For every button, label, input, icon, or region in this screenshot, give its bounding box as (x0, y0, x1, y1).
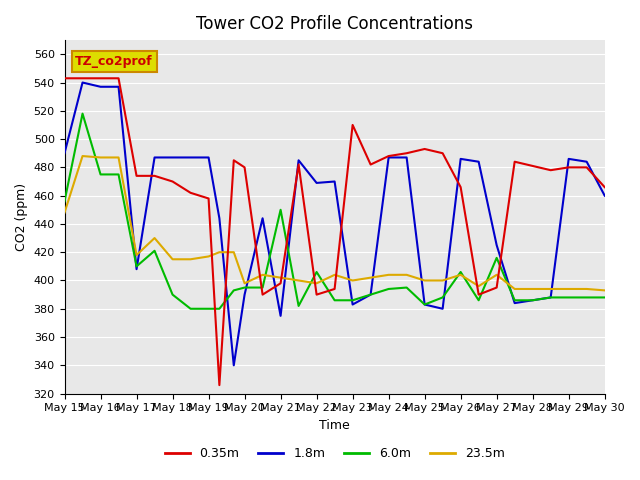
Y-axis label: CO2 (ppm): CO2 (ppm) (15, 183, 28, 251)
X-axis label: Time: Time (319, 419, 350, 432)
Text: TZ_co2prof: TZ_co2prof (76, 55, 153, 68)
Legend: 0.35m, 1.8m, 6.0m, 23.5m: 0.35m, 1.8m, 6.0m, 23.5m (159, 442, 509, 465)
Title: Tower CO2 Profile Concentrations: Tower CO2 Profile Concentrations (196, 15, 473, 33)
